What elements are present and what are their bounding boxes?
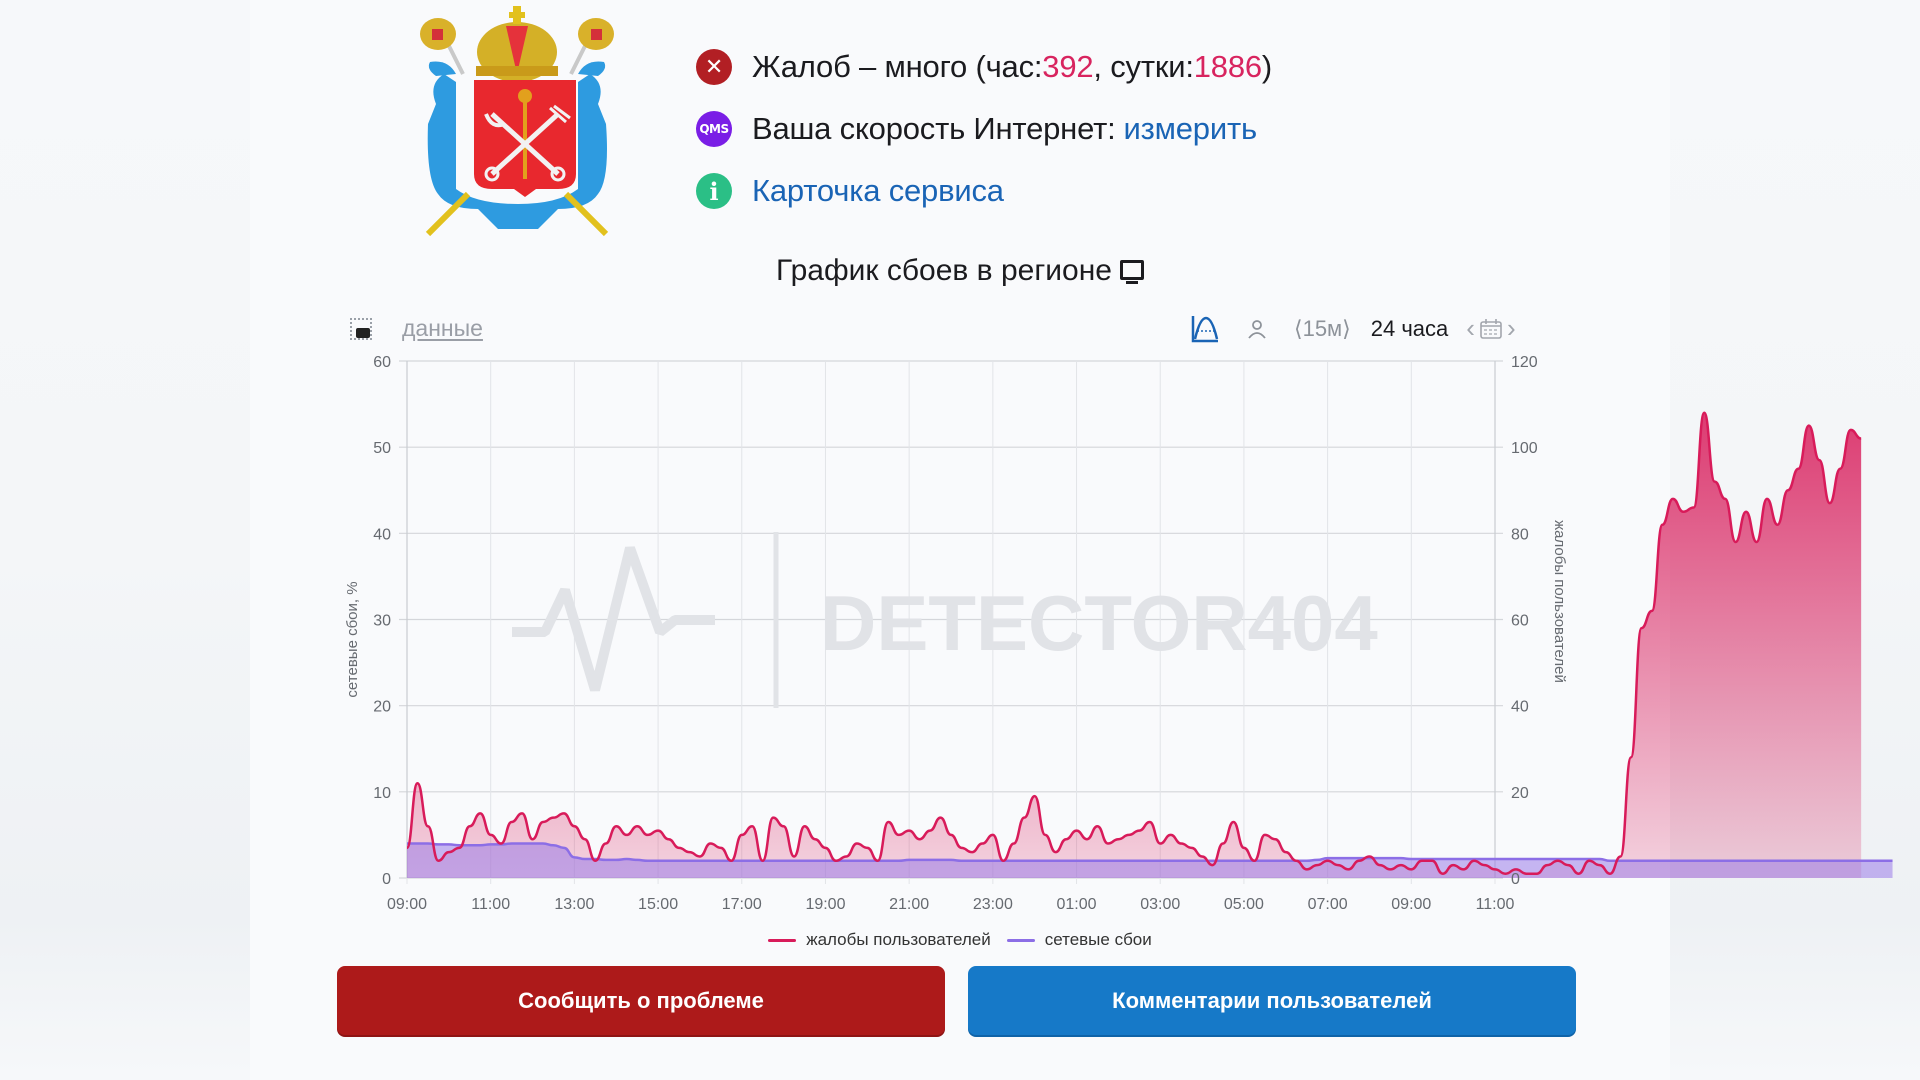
info-icon: i [696,173,732,209]
service-card-row: i Карточка сервиса [696,160,1272,222]
calendar-icon[interactable] [1479,318,1503,340]
complaints-mid: , сутки: [1093,49,1194,84]
x-tick: 15:00 [638,896,678,913]
background-left [0,0,250,1080]
y-right-tick: 20 [1511,785,1529,802]
complaints-hour-count: 392 [1042,49,1094,84]
y-right-tick: 60 [1511,613,1529,630]
x-tick: 03:00 [1140,896,1180,913]
chart-title: График сбоев в регионе [0,254,1920,288]
interval-selector[interactable]: ⟨15м⟩ [1294,315,1351,341]
range-selector[interactable]: 24 часа [1370,315,1449,341]
camera-icon[interactable] [350,317,372,340]
complaints-area [407,412,1862,878]
y-right-title: жалобы пользователей [1551,520,1568,683]
x-tick: 21:00 [889,896,929,913]
y-left-tick: 40 [373,526,391,543]
x-tick: 09:00 [1391,896,1431,913]
y-left-tick: 50 [373,440,391,457]
legend-network-label: сетевые сбои [1044,930,1152,949]
x-tick: 07:00 [1308,896,1348,913]
x-tick: 17:00 [722,896,762,913]
complaints-status: ✕ Жалоб – много (час: 392 , сутки: 1886 … [696,36,1272,98]
y-left-title: сетевые сбои, % [344,581,361,697]
y-right-tick: 120 [1511,354,1538,371]
y-right-tick: 80 [1511,526,1529,543]
coat-of-arms-icon [420,6,614,237]
data-link[interactable]: данные [402,315,483,341]
y-left-tick: 0 [382,871,391,888]
x-tick: 09:00 [387,896,427,913]
y-right-tick: 40 [1511,699,1529,716]
speed-row: QMS Ваша скорость Интернет: измерить [696,98,1272,160]
user-comments-button[interactable]: Комментарии пользователей [968,966,1576,1035]
x-tick: 01:00 [1057,896,1097,913]
service-card-link[interactable]: Карточка сервиса [752,173,1004,208]
complaints-suffix: ) [1261,49,1273,84]
tv-icon[interactable] [1119,260,1144,285]
y-right-tick: 0 [1511,871,1520,888]
x-tick: 19:00 [805,896,845,913]
qms-icon: QMS [696,111,732,147]
chart-title-text: График сбоев в регионе [776,254,1112,287]
watermark: DETECTOR404 [512,532,1378,708]
y-left-tick: 10 [373,785,391,802]
chart-toolbar-right: ⟨15м⟩ 24 часа ‹ › [1190,313,1516,344]
x-tick: 05:00 [1224,896,1264,913]
user-icon[interactable] [1246,318,1268,340]
chart-toolbar-left: данные [350,315,483,342]
complaints-swatch [768,938,797,942]
report-problem-button[interactable]: Сообщить о проблеме [337,966,945,1035]
chart-legend: жалобы пользователей сетевые сбои [0,930,1920,950]
x-tick: 23:00 [973,896,1013,913]
complaints-prefix: Жалоб – много (час: [752,49,1043,84]
network-swatch [1006,938,1035,942]
watermark-text: DETECTOR404 [820,579,1378,667]
y-left-tick: 20 [373,699,391,716]
complaints-day-count: 1886 [1193,49,1262,84]
status-list: ✕ Жалоб – много (час: 392 , сутки: 1886 … [696,36,1272,222]
x-tick: 11:00 [471,896,510,913]
complaints-line [405,411,1862,875]
y-left-tick: 60 [373,354,391,371]
x-tick: 13:00 [554,896,594,913]
y-left-tick: 30 [373,613,391,630]
area-chart-icon[interactable] [1190,314,1220,344]
legend-complaints[interactable]: жалобы пользователей [768,930,991,950]
y-right-tick: 100 [1511,440,1538,457]
error-x-icon: ✕ [696,49,732,85]
measure-speed-link[interactable]: измерить [1123,111,1258,146]
prev-period-button[interactable]: ‹ [1466,313,1475,343]
speed-label: Ваша скорость Интернет: [752,111,1116,146]
legend-network[interactable]: сетевые сбои [1006,930,1152,950]
network-line [406,842,1893,863]
legend-complaints-label: жалобы пользователей [806,930,991,949]
x-tick: 11:00 [1476,896,1515,913]
next-period-button[interactable]: › [1506,313,1516,343]
